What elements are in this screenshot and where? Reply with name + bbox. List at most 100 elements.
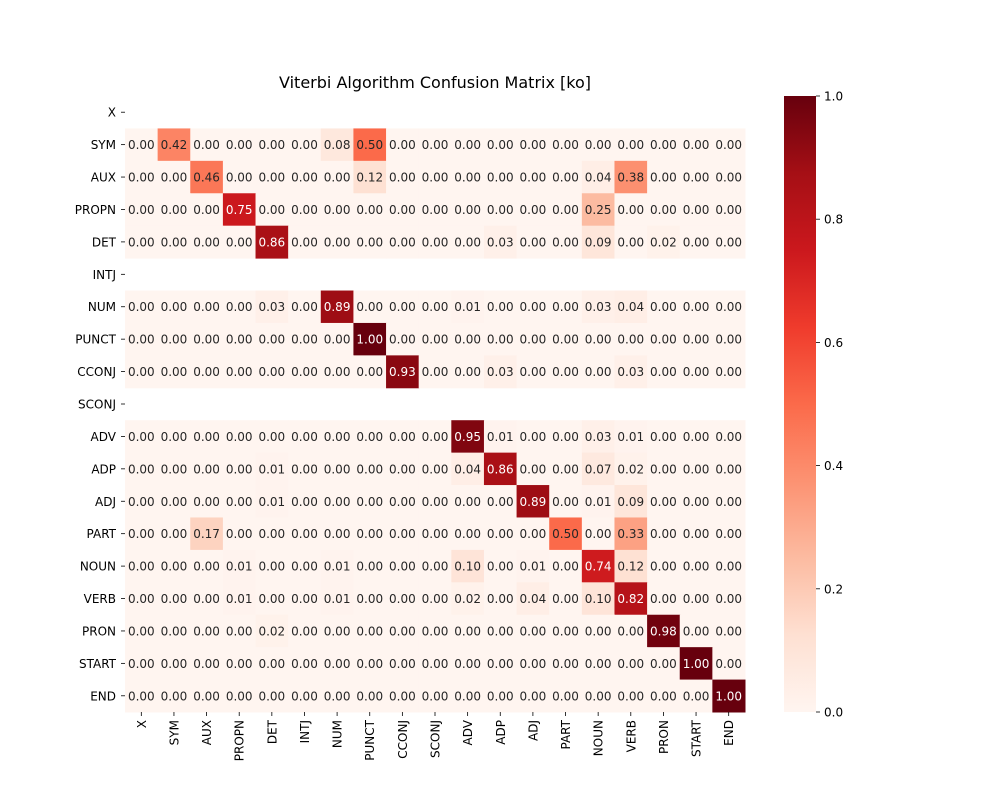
cell-value-label: 0.00 — [226, 235, 253, 249]
heatmap-cell-aux-verb — [614, 160, 648, 194]
heatmap-cell-part-aux — [190, 517, 224, 551]
cell-value-label: 0.00 — [291, 365, 318, 379]
cell-value-label: 0.01 — [226, 560, 253, 574]
cell-value-label: 0.00 — [389, 171, 416, 185]
cell-value-label: 0.00 — [487, 527, 514, 541]
cell-value-label: 0.00 — [487, 657, 514, 671]
heatmap-cell-adj-adp — [483, 485, 518, 518]
heatmap-cell-adv-sconj — [418, 420, 452, 454]
cell-value-label: 0.00 — [324, 657, 351, 671]
heatmap-cell-cconj-end — [712, 355, 746, 389]
cell-value-label: 0.50 — [356, 138, 383, 152]
cell-value-label: 0.00 — [356, 365, 383, 379]
cell-value-label: 0.00 — [128, 430, 155, 444]
heatmap-cell-punct-intj — [288, 322, 322, 356]
cell-value-label: 0.09 — [585, 235, 612, 249]
heatmap-cell-sym-adv — [451, 128, 485, 162]
cell-value-label: 0.00 — [520, 203, 547, 217]
cell-value-label: 0.00 — [683, 365, 710, 379]
heatmap-cell-verb-x — [125, 582, 159, 616]
heatmap-cell-adp-verb — [614, 452, 648, 486]
cell-value-label: 0.01 — [258, 462, 285, 476]
heatmap-cell-sym-noun — [581, 128, 615, 162]
heatmap-cell-pron-start — [679, 614, 713, 648]
y-tick-label-det: DET — [92, 235, 117, 249]
cell-value-label: 0.00 — [128, 592, 155, 606]
colorbar-tick-label: 0.6 — [824, 336, 843, 350]
cell-value-label: 0.00 — [650, 333, 677, 347]
colorbar-tick-label: 0.2 — [824, 582, 843, 596]
cell-value-label: 0.00 — [389, 203, 416, 217]
heatmap-cell-cconj-det — [255, 355, 289, 389]
cell-value-label: 0.00 — [683, 560, 710, 574]
cell-value-label: 0.00 — [552, 689, 579, 703]
y-tick-label-aux: AUX — [91, 171, 116, 185]
heatmap-cell-propn-cconj — [386, 193, 420, 227]
heatmap-cell-adp-intj — [288, 452, 322, 486]
heatmap-cell-propn-start — [679, 193, 713, 227]
heatmap-cell-noun-sconj — [418, 549, 452, 583]
heatmap-cell-adj-sconj — [418, 485, 452, 518]
heatmap-cell-num-sconj — [418, 290, 452, 324]
cell-value-label: 0.00 — [585, 689, 612, 703]
heatmap-cell-aux-adp — [483, 160, 518, 194]
heatmap-cell-end-end — [712, 679, 746, 713]
cell-value-label: 0.00 — [650, 462, 677, 476]
cell-value-label: 0.00 — [683, 300, 710, 314]
heatmap-cell-sym-aux — [190, 128, 224, 162]
cell-value-label: 0.00 — [161, 171, 188, 185]
cell-value-label: 0.95 — [454, 430, 481, 444]
heatmap-cell-num-sym — [157, 290, 191, 324]
cell-value-label: 0.00 — [324, 235, 351, 249]
heatmap-cell-sym-adp — [483, 128, 518, 162]
heatmap-cell-start-adp — [483, 647, 518, 681]
y-tick-label-part: PART — [87, 527, 117, 541]
cell-value-label: 0.00 — [324, 333, 351, 347]
cell-value-label: 0.00 — [291, 689, 318, 703]
heatmap-cell-adv-sym — [157, 420, 191, 454]
cell-value-label: 0.00 — [161, 462, 188, 476]
heatmap-cell-adv-start — [679, 420, 713, 454]
heatmap-cell-verb-num — [320, 582, 354, 616]
cell-value-label: 0.00 — [715, 333, 742, 347]
cell-value-label: 0.00 — [422, 171, 449, 185]
cell-value-label: 0.00 — [161, 495, 188, 509]
heatmap-cell-adv-aux — [190, 420, 224, 454]
cell-value-label: 0.00 — [128, 235, 155, 249]
cell-value-label: 0.01 — [454, 300, 481, 314]
y-tick-label-x: X — [108, 106, 116, 120]
heatmap-cell-punct-adv — [451, 322, 485, 356]
heatmap-cell-det-adj — [516, 225, 550, 259]
heatmap-cell-part-pron — [647, 517, 681, 551]
cell-value-label: 0.00 — [324, 365, 351, 379]
colorbar-tick-label: 1.0 — [824, 90, 843, 104]
cell-value-label: 0.00 — [356, 657, 383, 671]
cell-value-label: 0.00 — [683, 624, 710, 638]
colorbar-tick-label: 0.4 — [824, 459, 843, 473]
heatmap-cell-end-noun — [581, 679, 615, 713]
cell-value-label: 0.00 — [291, 592, 318, 606]
heatmap-cell-adv-x — [125, 420, 159, 454]
cell-value-label: 0.00 — [128, 624, 155, 638]
x-axis: X SYM AUX PROPN DET INTJ NUM PUNCT CCONJ SCONJ ADV… — [135, 712, 736, 761]
cell-value-label: 0.00 — [715, 527, 742, 541]
x-tick-label-punct: PUNCT — [363, 719, 377, 760]
cell-value-label: 0.33 — [617, 527, 644, 541]
cell-value-label: 0.00 — [258, 138, 285, 152]
heatmap-cell-adp-noun — [581, 452, 615, 486]
heatmap-cell-propn-adj — [516, 193, 550, 227]
cell-value-label: 0.02 — [258, 624, 285, 638]
heatmap-cell-pron-noun — [581, 614, 615, 648]
heatmap-cell-part-x — [125, 517, 159, 551]
cell-value-label: 0.00 — [291, 333, 318, 347]
heatmap-cell-punct-sym — [157, 322, 191, 356]
y-axis: X SYM AUX PROPN DET INTJ NUM PUNCT CCONJ SCONJ ADV… — [75, 106, 125, 703]
cell-value-label: 0.01 — [487, 430, 514, 444]
heatmap-cell-cconj-aux — [190, 355, 224, 389]
heatmap-cell-start-cconj — [386, 647, 420, 681]
cell-value-label: 0.00 — [161, 235, 188, 249]
heatmap-cell-noun-punct — [353, 549, 387, 583]
cell-value-label: 0.04 — [617, 300, 644, 314]
heatmap-cell-propn-adv — [451, 193, 485, 227]
cell-value-label: 0.00 — [650, 430, 677, 444]
